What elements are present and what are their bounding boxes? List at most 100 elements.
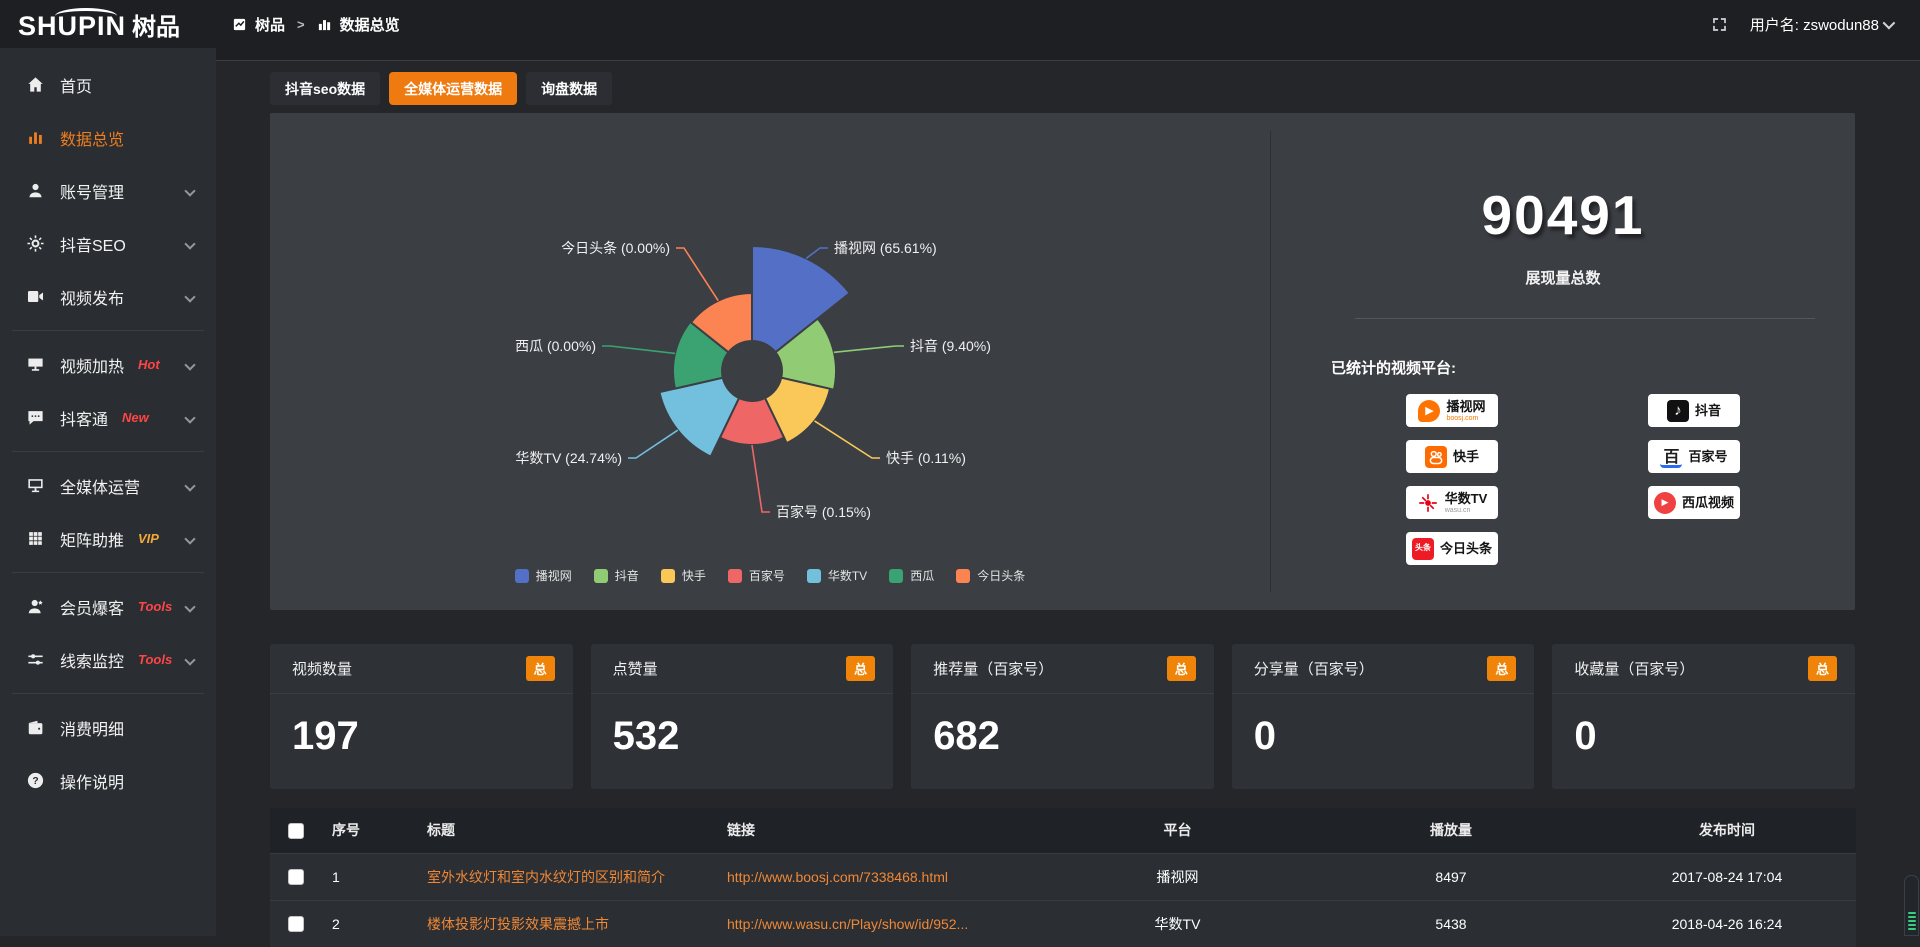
stat-card-title: 分享量（百家号） (1254, 658, 1374, 679)
stat-card-total-badge[interactable]: 总 (1487, 656, 1516, 681)
legend-item-0[interactable]: 播视网 (515, 567, 572, 584)
sidebar-item-label: 视频加热 (60, 353, 124, 377)
sidebar-item-wallet[interactable]: 消费明细 (0, 701, 216, 754)
pie-label-6: 今日头条 (0.00%) (561, 240, 670, 256)
tab-2[interactable]: 询盘数据 (526, 72, 612, 105)
legend-item-1[interactable]: 抖音 (594, 567, 639, 584)
legend-item-4[interactable]: 华数TV (807, 567, 867, 584)
sidebar-item-gear[interactable]: 抖音SEO (0, 217, 216, 270)
sidebar-divider (12, 572, 204, 573)
breadcrumb-root[interactable]: 树品 (255, 14, 285, 35)
sidebar-item-label: 全媒体运营 (60, 474, 140, 498)
cell-index: 1 (322, 853, 417, 900)
sidebar-item-heat[interactable]: 视频加热 Hot (0, 338, 216, 391)
legend-label: 快手 (682, 567, 706, 584)
pie-label-line-6 (676, 248, 718, 301)
sidebar-item-bars[interactable]: 数据总览 (0, 111, 216, 164)
video-table-wrap: 序号标题链接平台播放量发布时间 1 室外水纹灯和室内水纹灯的区别和简介 http… (270, 808, 1855, 947)
legend-item-2[interactable]: 快手 (661, 567, 706, 584)
sidebar-item-label: 消费明细 (60, 716, 124, 740)
header-extension (216, 48, 1920, 61)
chevron-down-icon (184, 601, 195, 612)
stat-card-header: 收藏量（百家号） 总 (1552, 644, 1855, 694)
cell-title-link[interactable]: 室外水纹灯和室内水纹灯的区别和简介 (427, 869, 665, 885)
app-logo: SHUPIN 树品 (0, 7, 216, 42)
table-header-0: 序号 (322, 808, 417, 853)
pie-label-line-0 (806, 248, 828, 258)
chevron-down-icon (184, 185, 195, 196)
sidebar-item-label: 抖客通 (60, 406, 108, 430)
cell-plays: 8497 (1304, 853, 1598, 900)
stat-card-title: 视频数量 (292, 658, 352, 679)
cell-url-link[interactable]: http://www.wasu.cn/Play/show/id/952... (727, 916, 968, 932)
platform-sub: wasu.cn (1445, 507, 1488, 514)
pie-slice-4[interactable] (659, 378, 739, 457)
stat-card-total-badge[interactable]: 总 (846, 656, 875, 681)
row-checkbox[interactable] (288, 916, 304, 932)
select-all-checkbox-cell (270, 808, 322, 853)
select-all-checkbox[interactable] (288, 823, 304, 839)
cell-index: 2 (322, 900, 417, 947)
overview-panel: 播视网 (65.61%)抖音 (9.40%)快手 (0.11%)百家号 (0.1… (270, 113, 1855, 610)
chevron-down-icon (184, 480, 195, 491)
stat-card-4: 收藏量（百家号） 总 0 (1552, 644, 1855, 789)
user-menu[interactable]: 用户名: zswodun88 (1750, 14, 1892, 35)
table-row-0: 1 室外水纹灯和室内水纹灯的区别和简介 http://www.boosj.com… (270, 853, 1856, 900)
sidebar-divider (12, 451, 204, 452)
breadcrumb: 树品 > 数据总览 (232, 14, 400, 35)
legend-item-6[interactable]: 今日头条 (956, 567, 1025, 584)
sidebar-item-label: 抖音SEO (60, 232, 126, 256)
sidebar-item-label: 账号管理 (60, 179, 124, 203)
legend-swatch (661, 569, 675, 583)
sidebar-item-badge: Hot (138, 357, 160, 372)
legend-item-5[interactable]: 西瓜 (889, 567, 934, 584)
stat-card-total-badge[interactable]: 总 (1167, 656, 1196, 681)
row-checkbox[interactable] (288, 869, 304, 885)
video-table: 序号标题链接平台播放量发布时间 1 室外水纹灯和室内水纹灯的区别和简介 http… (270, 808, 1856, 947)
cell-plays: 5438 (1304, 900, 1598, 947)
wallet-icon (26, 718, 45, 737)
legend-label: 今日头条 (977, 567, 1025, 584)
question-icon: ? (26, 771, 45, 790)
stat-card-total-badge[interactable]: 总 (1808, 656, 1837, 681)
summary-divider (1355, 318, 1815, 319)
sidebar-item-home[interactable]: 首页 (0, 58, 216, 111)
sidebar-item-question[interactable]: ? 操作说明 (0, 754, 216, 807)
fullscreen-icon[interactable] (1711, 16, 1728, 33)
tab-1[interactable]: 全媒体运营数据 (389, 72, 517, 105)
stat-card-header: 点赞量 总 (591, 644, 894, 694)
gear-icon (26, 234, 45, 253)
stat-card-1: 点赞量 总 532 (591, 644, 894, 789)
sidebar-item-monitor[interactable]: 全媒体运营 (0, 459, 216, 512)
legend-swatch (956, 569, 970, 583)
legend-swatch (728, 569, 742, 583)
rose-pie-chart: 播视网 (65.61%)抖音 (9.40%)快手 (0.11%)百家号 (0.1… (270, 113, 1270, 610)
floating-widget[interactable] (1904, 875, 1919, 936)
platform-column-1: ♪抖音百百家号▶西瓜视频 (1648, 394, 1740, 578)
grid-icon (26, 529, 45, 548)
topbar-right: 用户名: zswodun88 (1711, 14, 1920, 35)
sidebar-item-user[interactable]: 账号管理 (0, 164, 216, 217)
sidebar-item-video[interactable]: 视频发布 (0, 270, 216, 323)
cell-url-link[interactable]: http://www.boosj.com/7338468.html (727, 869, 948, 885)
stat-card-total-badge[interactable]: 总 (526, 656, 555, 681)
sidebar-item-badge: Tools (138, 652, 172, 667)
platform-sub: boosj.com (1446, 415, 1485, 422)
stat-card-header: 分享量（百家号） 总 (1232, 644, 1535, 694)
tab-0[interactable]: 抖音seo数据 (270, 72, 380, 105)
legend-item-3[interactable]: 百家号 (728, 567, 785, 584)
pie-label-3: 百家号 (0.15%) (776, 504, 871, 520)
breadcrumb-root-icon (232, 17, 247, 32)
cell-title-link[interactable]: 楼体投影灯投影效果震撼上市 (427, 916, 609, 932)
sidebar-item-label: 操作说明 (60, 769, 124, 793)
svg-text:?: ? (32, 776, 38, 787)
stat-card-2: 推荐量（百家号） 总 682 (911, 644, 1214, 789)
chevron-down-icon (184, 291, 195, 302)
platform-badge-baijiahao: 百百家号 (1648, 440, 1740, 473)
